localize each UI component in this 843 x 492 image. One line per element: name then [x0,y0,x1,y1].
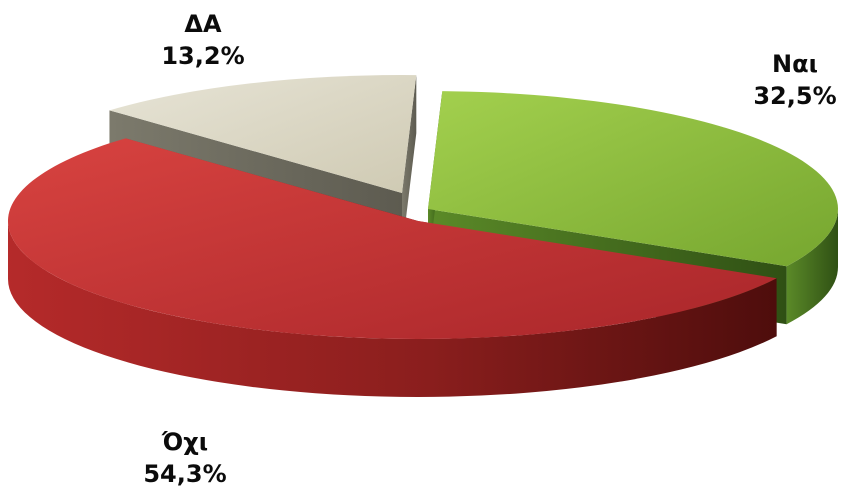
slice-label-yes: Ναι [772,50,818,78]
slice-side-no [8,221,777,397]
slice-label-dont-know: ΔΑ [184,10,222,38]
slice-dont-know [109,75,417,193]
slice-yes [428,91,838,267]
slice-no [7,138,777,339]
pie-tops [7,75,838,339]
slice-label-no: Όχι [161,428,208,456]
slice-value-yes: 32,5% [753,82,836,110]
pie-labels: Ναι 32,5% Όχι 54,3% ΔΑ 13,2% [143,10,836,488]
slice-cut-dont-know [402,75,417,251]
slice-value-no: 54,3% [143,460,226,488]
slice-value-dont-know: 13,2% [161,42,244,70]
slice-side-yes [786,209,838,325]
